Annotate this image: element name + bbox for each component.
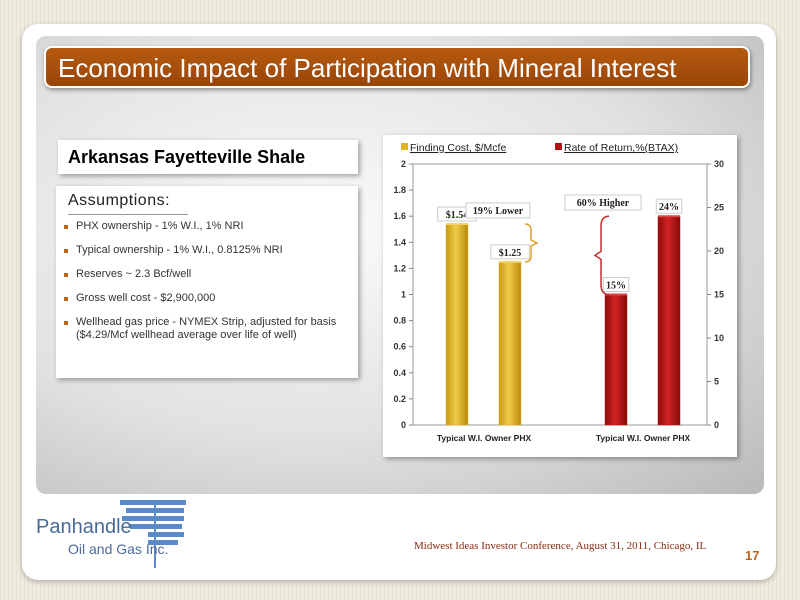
page-number: 17 (745, 548, 760, 563)
legend-swatch-rate-of-return (555, 143, 562, 150)
y-left-tick-label: 1.6 (393, 211, 406, 221)
logo-subtitle: Oil and Gas Inc. (68, 541, 169, 557)
y-right-tick-label: 15 (714, 290, 724, 300)
legend-swatch-finding-cost (401, 143, 408, 150)
assumptions-box: Assumptions: PHX ownership - 1% W.I., 1%… (56, 186, 358, 378)
annotation-label: 60% Higher (577, 198, 630, 209)
assumptions-list: PHX ownership - 1% W.I., 1% NRI Typical … (62, 220, 354, 353)
logo-emblem-icon (120, 500, 186, 568)
company-logo: Panhandle Oil and Gas Inc. (30, 498, 190, 570)
y-left-tick-label: 0.6 (393, 342, 406, 352)
annotation-box (564, 194, 642, 211)
assumptions-heading: Assumptions: (68, 192, 189, 215)
y-left-tick-label: 0 (401, 420, 406, 430)
bar (445, 223, 469, 426)
bracket-finding-cost (524, 223, 539, 263)
bar (498, 261, 522, 426)
data-label-box (490, 244, 530, 260)
annotation-box (465, 202, 531, 219)
y-left-tick-label: 1.8 (393, 185, 406, 195)
slide-title: Economic Impact of Participation with Mi… (44, 46, 750, 88)
data-label: $1.25 (499, 248, 522, 259)
data-label-box (602, 277, 630, 292)
assumption-item: Reserves ~ 2.3 Bcf/well (62, 268, 354, 281)
y-right-tick-label: 25 (714, 203, 724, 213)
data-label: $1.54 (446, 210, 469, 221)
assumption-item: Wellhead gas price - NYMEX Strip, adjust… (62, 316, 354, 342)
subtitle: Arkansas Fayetteville Shale (58, 140, 358, 174)
y-left-tick-label: 2 (401, 159, 406, 169)
y-left-tick-label: 0.8 (393, 316, 406, 326)
y-left-tick-label: 1.2 (393, 263, 406, 273)
assumption-item: PHX ownership - 1% W.I., 1% NRI (62, 220, 354, 233)
chart: 0 0.2 0.4 0.6 0.8 1 1.2 1.4 1.6 1.8 2 0 5 10 15 20 25 30 $… (383, 135, 737, 457)
data-label-box (655, 198, 683, 214)
y-right-tick-label: 20 (714, 246, 724, 256)
y-left-tick-label: 1 (401, 290, 406, 300)
logo-name: Panhandle (36, 516, 132, 538)
y-right-tick-label: 30 (714, 159, 724, 169)
y-left-tick-label: 1.4 (393, 237, 406, 247)
y-left-tick-label: 0.4 (393, 368, 406, 378)
y-left-tick-label: 0.2 (393, 394, 406, 404)
legend-label: Finding Cost, $/Mcfe (410, 142, 506, 154)
legend-label: Rate of Return,%(BTAX) (564, 142, 678, 154)
bar (604, 294, 628, 426)
assumption-item: Typical ownership - 1% W.I., 0.8125% NRI (62, 244, 354, 257)
bracket-rate-of-return (593, 215, 610, 296)
y-right-tick-label: 5 (714, 377, 719, 387)
x-group-label: Typical W.I. Owner PHX (596, 433, 691, 443)
y-right-tick-label: 0 (714, 420, 719, 430)
assumption-item: Gross well cost - $2,900,000 (62, 292, 354, 305)
y-right-tick-label: 10 (714, 333, 724, 343)
data-label: 24% (659, 202, 679, 213)
data-label: 15% (606, 281, 626, 292)
bar (657, 215, 681, 426)
x-group-label: Typical W.I. Owner PHX (437, 433, 532, 443)
chart-svg: 00.20.40.60.811.21.41.61.82051015202530$… (393, 142, 724, 443)
annotation-label: 19% Lower (473, 206, 524, 217)
footer-text: Midwest Ideas Investor Conference, Augus… (414, 540, 707, 552)
